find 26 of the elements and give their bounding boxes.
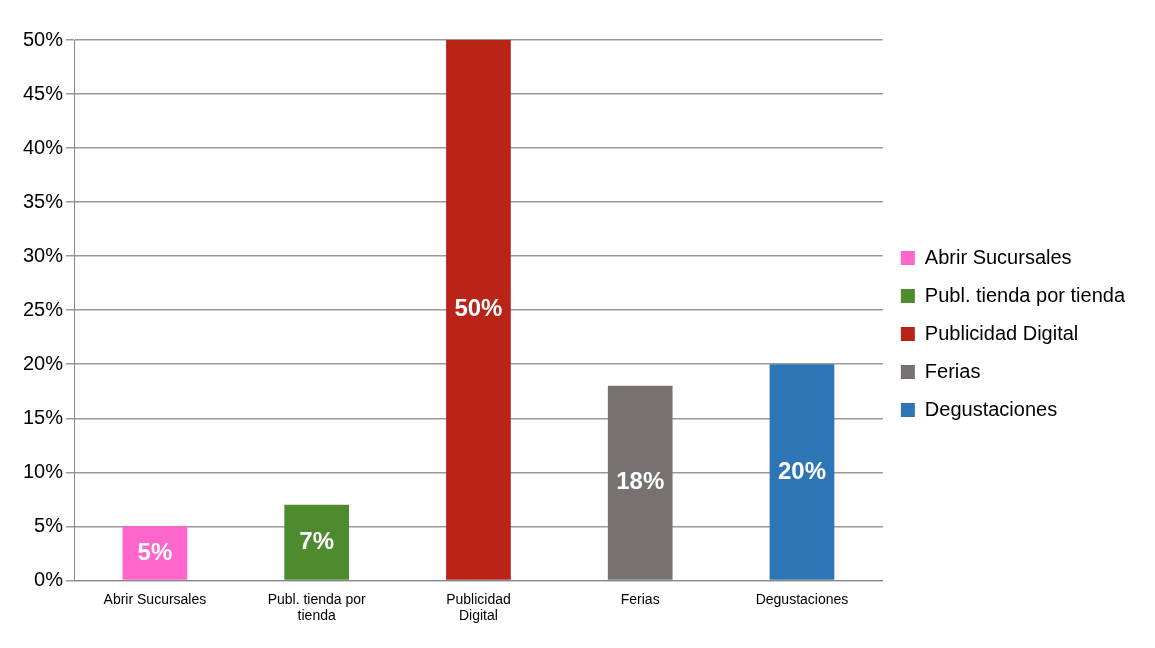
- data-label: 50%: [454, 294, 503, 322]
- y-tick-label: 30%: [23, 243, 64, 266]
- x-tick-label: Degustaciones: [755, 590, 849, 607]
- y-tick-label: 25%: [23, 297, 64, 320]
- y-tick-label: 50%: [23, 27, 64, 50]
- y-tick-label: 45%: [23, 81, 64, 104]
- x-tick-label: Ferias: [620, 590, 660, 607]
- y-tick-label: 5%: [34, 513, 64, 536]
- y-tick-label: 35%: [23, 189, 64, 212]
- legend-label: Publ. tienda por tienda: [924, 283, 1126, 306]
- y-tick-label: 0%: [34, 567, 64, 590]
- data-label: 5%: [137, 537, 173, 565]
- data-label: 18%: [616, 467, 665, 495]
- x-tick-label: Abrir Sucursales: [103, 590, 207, 607]
- legend-label: Ferias: [924, 359, 981, 382]
- legend-label: Publicidad Digital: [924, 321, 1079, 344]
- y-tick-label: 10%: [23, 459, 64, 482]
- y-tick-label: 40%: [23, 135, 64, 158]
- x-tick-label: Publicidad Digital: [446, 590, 511, 624]
- legend-label: Degustaciones: [924, 397, 1058, 420]
- y-tick-label: 15%: [23, 405, 64, 428]
- y-tick-label: 20%: [23, 351, 64, 374]
- data-label: 7%: [299, 526, 335, 554]
- data-label: 20%: [777, 456, 826, 484]
- legend-label: Abrir Sucursales: [924, 245, 1072, 268]
- x-tick-label: Publ. tienda por tienda: [267, 590, 367, 624]
